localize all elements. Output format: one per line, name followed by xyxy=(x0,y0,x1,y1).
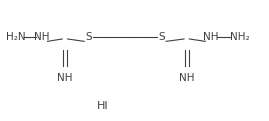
Text: S: S xyxy=(86,32,92,42)
Text: S: S xyxy=(158,32,165,42)
Text: NH₂: NH₂ xyxy=(230,32,250,42)
Text: NH: NH xyxy=(34,32,50,42)
Text: NH: NH xyxy=(179,73,194,83)
Text: H₂N: H₂N xyxy=(6,32,25,42)
Text: NH: NH xyxy=(57,73,73,83)
Text: HI: HI xyxy=(97,101,108,111)
Text: NH: NH xyxy=(203,32,218,42)
